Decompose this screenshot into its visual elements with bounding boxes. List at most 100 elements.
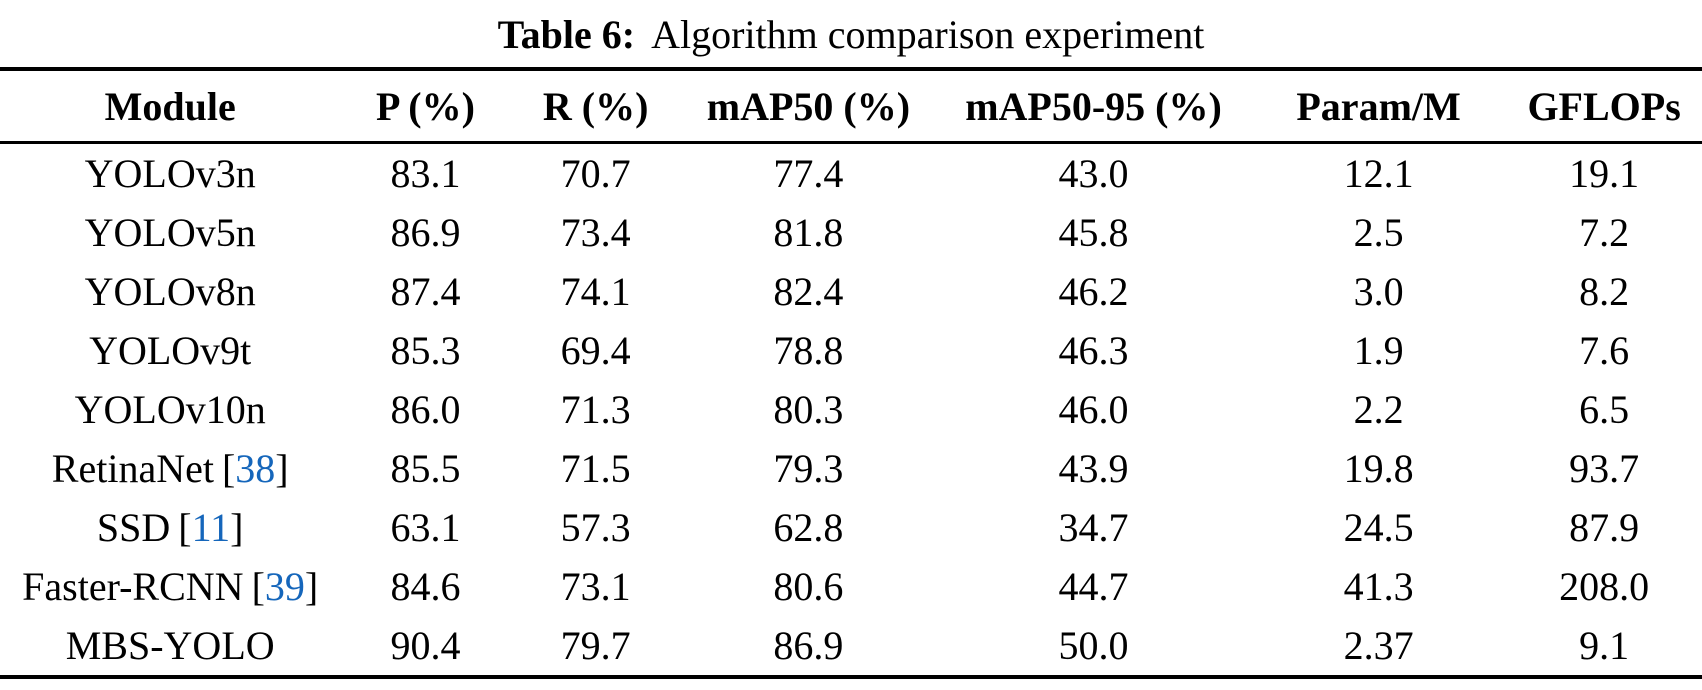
gflops-value-cell: 7.6 [1579,328,1630,373]
param-value-cell: 19.8 [1343,446,1414,491]
gflops-value-cell: 8.2 [1579,269,1630,314]
column-header-r: R (%) [542,83,649,129]
r-value-cell: 73.1 [560,564,631,609]
map50-value-cell: 80.3 [773,387,844,432]
citation: [38] [214,446,289,491]
map50-value-cell: 80.6 [773,564,844,609]
map50-95-value-cell: 46.2 [1058,269,1129,314]
citation-open-bracket: [ [243,564,265,609]
p-value-cell: 83.1 [390,151,461,196]
param-value-cell: 2.37 [1343,623,1414,668]
map50-95-value-cell: 45.8 [1058,210,1129,255]
citation: [11] [170,505,243,550]
p-value-cell: 84.6 [390,564,461,609]
p-value-cell: 86.9 [390,210,461,255]
table-row: YOLOv10n 86.0 71.3 80.3 46.0 2.2 6.5 [0,380,1702,439]
table-row: SSD [11] 63.1 57.3 62.8 34.7 24.5 87.9 [0,498,1702,557]
column-header-param: Param/M [1296,83,1461,129]
column-header-module: Module [104,83,236,129]
table-header-row: Module P (%) R (%) mAP50 (%) mAP50-95 (%… [0,69,1702,143]
module-cell: YOLOv8n [0,262,340,321]
citation-close-bracket: ] [230,505,244,550]
column-header-map50-95: mAP50-95 (%) [965,83,1222,129]
p-value-cell: 86.0 [390,387,461,432]
table-caption-text: Algorithm comparison experiment [651,12,1205,57]
comparison-table: Module P (%) R (%) mAP50 (%) mAP50-95 (%… [0,67,1702,679]
param-value-cell: 2.2 [1353,387,1404,432]
map50-95-value-cell: 46.3 [1058,328,1129,373]
module-cell: MBS-YOLO [0,616,340,677]
gflops-value-cell: 6.5 [1579,387,1630,432]
module-label: MBS-YOLO [65,623,275,668]
column-header-map50: mAP50 (%) [706,83,911,129]
p-value-cell: 87.4 [390,269,461,314]
map50-95-value-cell: 50.0 [1058,623,1129,668]
module-label: Faster-RCNN [22,564,244,609]
param-value-cell: 41.3 [1343,564,1414,609]
column-header-gflops: GFLOPs [1527,83,1681,129]
table-row: RetinaNet [38] 85.5 71.5 79.3 43.9 19.8 … [0,439,1702,498]
table-row: Faster-RCNN [39] 84.6 73.1 80.6 44.7 41.… [0,557,1702,616]
column-header-p: P (%) [376,83,475,129]
table-row: YOLOv5n 86.9 73.4 81.8 45.8 2.5 7.2 [0,203,1702,262]
gflops-value-cell: 208.0 [1559,564,1650,609]
map50-95-value-cell: 43.9 [1058,446,1129,491]
module-label: YOLOv9t [89,328,252,373]
table-row: YOLOv3n 83.1 70.7 77.4 43.0 12.1 19.1 [0,143,1702,204]
gflops-value-cell: 19.1 [1569,151,1640,196]
map50-95-value-cell: 34.7 [1058,505,1129,550]
map50-95-value-cell: 43.0 [1058,151,1129,196]
map50-value-cell: 77.4 [773,151,844,196]
module-cell: SSD [11] [0,498,340,557]
citation-open-bracket: [ [213,446,236,491]
gflops-value-cell: 9.1 [1579,623,1630,668]
module-cell: YOLOv5n [0,203,340,262]
citation-open-bracket: [ [170,505,192,550]
table-caption-label: Table 6: [497,12,636,57]
map50-value-cell: 81.8 [773,210,844,255]
table-caption: Table 6: Algorithm comparison experiment [0,0,1702,67]
module-cell: YOLOv10n [0,380,340,439]
r-value-cell: 73.4 [560,210,631,255]
r-value-cell: 79.7 [560,623,631,668]
r-value-cell: 74.1 [560,269,631,314]
map50-95-value-cell: 44.7 [1058,564,1129,609]
gflops-value-cell: 93.7 [1569,446,1640,491]
p-value-cell: 63.1 [390,505,461,550]
module-label: SSD [96,505,171,550]
citation: [39] [244,564,319,609]
map50-value-cell: 78.8 [773,328,844,373]
citation-link[interactable]: 38 [235,446,276,491]
citation-close-bracket: ] [275,446,289,491]
citation-link[interactable]: 39 [264,564,305,609]
module-cell: Faster-RCNN [39] [0,557,340,616]
module-label: YOLOv10n [74,387,266,432]
map50-value-cell: 82.4 [773,269,844,314]
map50-value-cell: 86.9 [773,623,844,668]
table-body: YOLOv3n 83.1 70.7 77.4 43.0 12.1 19.1 YO… [0,143,1702,678]
param-value-cell: 24.5 [1343,505,1414,550]
p-value-cell: 90.4 [390,623,461,668]
param-value-cell: 12.1 [1343,151,1414,196]
r-value-cell: 70.7 [560,151,631,196]
module-label: YOLOv3n [84,151,256,196]
p-value-cell: 85.3 [390,328,461,373]
table-header: Module P (%) R (%) mAP50 (%) mAP50-95 (%… [0,69,1702,143]
param-value-cell: 2.5 [1353,210,1404,255]
citation-close-bracket: ] [304,564,319,609]
r-value-cell: 71.3 [560,387,631,432]
table-row: MBS-YOLO 90.4 79.7 86.9 50.0 2.37 9.1 [0,616,1702,677]
r-value-cell: 69.4 [560,328,631,373]
param-value-cell: 1.9 [1353,328,1404,373]
map50-value-cell: 79.3 [773,446,844,491]
module-label: RetinaNet [51,446,214,491]
module-label: YOLOv5n [84,210,256,255]
r-value-cell: 57.3 [560,505,631,550]
gflops-value-cell: 7.2 [1579,210,1630,255]
map50-95-value-cell: 46.0 [1058,387,1129,432]
citation-link[interactable]: 11 [191,505,231,550]
r-value-cell: 71.5 [560,446,631,491]
module-cell: YOLOv3n [0,143,340,204]
param-value-cell: 3.0 [1353,269,1404,314]
table-row: YOLOv8n 87.4 74.1 82.4 46.2 3.0 8.2 [0,262,1702,321]
